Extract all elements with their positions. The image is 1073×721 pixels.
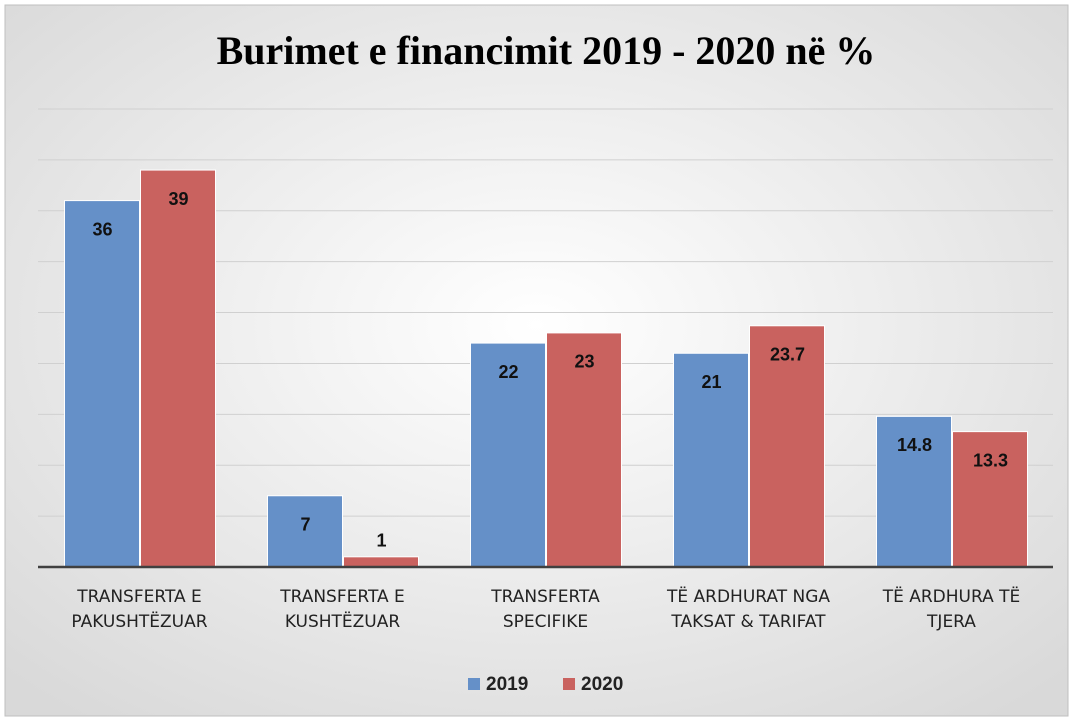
x-tick-label: TË ARDHURAT NGA TAKSAT & TARIFAT <box>666 587 831 632</box>
legend-label: 2019 <box>486 674 528 695</box>
bar <box>140 169 216 568</box>
legend-label: 2020 <box>581 674 623 695</box>
bar <box>749 325 825 568</box>
x-tick-label: TRANSFERTA E KUSHTËZUAR <box>280 587 405 632</box>
bar <box>343 556 419 568</box>
bar <box>64 200 140 568</box>
data-label: 1 <box>376 531 386 551</box>
x-tick-label: TË ARDHURA TË TJERA <box>882 587 1021 632</box>
data-label: 39 <box>168 189 188 209</box>
legend-swatch <box>563 678 575 690</box>
data-label: 13.3 <box>973 450 1008 470</box>
data-label: 22 <box>498 362 518 382</box>
data-label: 7 <box>300 515 310 535</box>
data-label: 23 <box>574 352 594 372</box>
chart-title: Burimet e financimit 2019 - 2020 në % <box>217 28 876 73</box>
x-tick-label: TRANSFERTA SPECIFIKE <box>491 587 600 632</box>
data-label: 36 <box>92 219 112 239</box>
bar <box>470 342 546 568</box>
data-label: 14.8 <box>897 435 932 455</box>
bar <box>546 332 622 568</box>
bar <box>876 415 952 568</box>
legend-swatch <box>468 678 480 690</box>
bar <box>673 352 749 568</box>
data-label: 23.7 <box>770 345 805 365</box>
data-label: 21 <box>701 372 721 392</box>
x-tick-label: TRANSFERTA E PAKUSHTËZUAR <box>71 587 208 632</box>
